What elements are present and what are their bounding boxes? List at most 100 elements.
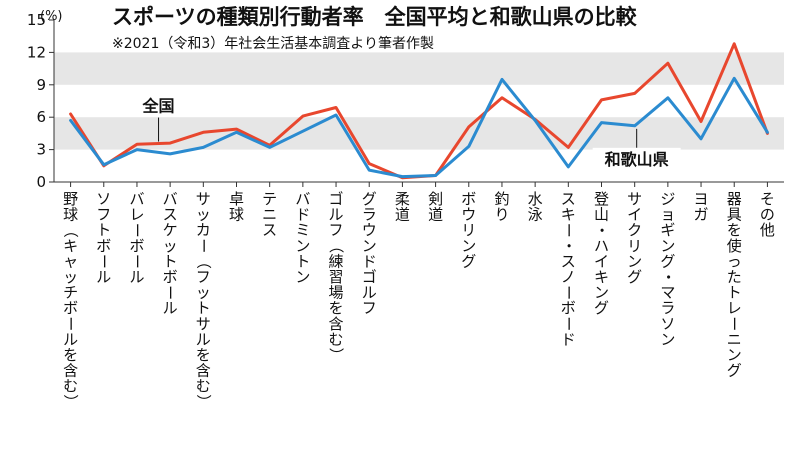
x-tick-glyph: ・ (559, 238, 577, 253)
x-tick-glyph: 登 (594, 190, 609, 208)
x-tick-glyph: キ (561, 206, 576, 224)
x-tick-glyph: ー (95, 254, 113, 269)
x-tick-glyph: ャ (63, 252, 78, 270)
x-tick-glyph: リ (627, 237, 642, 255)
series-line-1 (69, 76, 769, 179)
x-tick-glyph: ー (725, 316, 743, 331)
x-tick-glyph: サ (627, 190, 642, 208)
x-tick-label: テニス (262, 190, 277, 239)
x-tick-glyph: ー (559, 316, 577, 331)
x-tick-label: 釣り (494, 190, 509, 224)
x-tick-glyph: バ (163, 190, 178, 208)
series-lines (69, 42, 769, 180)
x-tick-glyph: レ (727, 299, 742, 317)
x-tick-glyph: ソ (660, 315, 675, 333)
x-tick-glyph: ト (295, 252, 310, 270)
x-tick-glyph: 釣 (494, 190, 509, 208)
series-label: 全国 (142, 97, 175, 116)
x-tick-labels: 野球（キャッチボールを含む）ソフトボールバレーボールバスケットボールサッカー（フ… (62, 190, 775, 409)
x-tick-glyph: グ (627, 268, 642, 286)
x-tick-glyph: ッ (163, 237, 178, 255)
x-tick-label: 卓球 (229, 190, 244, 224)
x-tick-glyph: カ (196, 221, 211, 239)
x-tick-glyph: ボ (561, 299, 576, 317)
x-tick-glyph: ボ (129, 237, 144, 255)
x-tick-glyph: ル (129, 268, 144, 286)
x-tick-glyph: ー (194, 238, 212, 253)
x-tick-glyph: ス (561, 190, 576, 208)
x-tick-glyph: 含 (329, 315, 344, 333)
x-tick-glyph: グ (660, 252, 675, 270)
series-label-bg (592, 147, 681, 170)
grid-band-1 (54, 52, 784, 85)
x-tick-glyph: ・ (659, 269, 677, 284)
x-tick-glyph: 泳 (528, 206, 543, 224)
x-tick-label: ヨガ (694, 190, 709, 224)
x-tick-glyph: ラ (362, 206, 377, 224)
x-tick-glyph: サ (196, 315, 211, 333)
x-tick-glyph: ン (461, 237, 476, 255)
x-tick-glyph: を (63, 346, 78, 364)
x-tick-glyph: ・ (593, 223, 611, 238)
y-tick-label: 0 (36, 173, 46, 191)
x-tick-glyph: ッ (196, 284, 211, 302)
x-tick-glyph: ト (96, 221, 111, 239)
x-tick-glyph: ー (559, 223, 577, 238)
y-tick-labels: 0 3 6 9 12 15 (27, 11, 46, 191)
x-tick-glyph: ド (295, 206, 310, 224)
x-tick-glyph: を (196, 346, 211, 364)
x-tick-glyph: 習 (329, 268, 344, 286)
x-tick-glyph: 球 (63, 206, 78, 224)
x-tick-glyph: ー (128, 223, 146, 238)
x-tick-glyph: バ (129, 190, 144, 208)
x-tick-glyph: ニ (727, 330, 742, 348)
x-tick-label: 剣道 (428, 190, 443, 224)
x-tick-glyph: 剣 (428, 190, 443, 208)
x-tick-glyph: バ (295, 190, 310, 208)
x-tick-glyph: ン (660, 330, 675, 348)
x-tick-glyph: ボ (461, 190, 476, 208)
x-tick-glyph: グ (461, 252, 476, 270)
x-tick-glyph: そ (760, 190, 775, 208)
x-tick-glyph: ル (329, 206, 344, 224)
x-tick-glyph: フ (96, 206, 111, 224)
x-tick-glyph: キ (594, 268, 609, 286)
axes (49, 19, 784, 187)
x-tick-glyph: レ (129, 206, 144, 224)
x-tick-glyph: っ (727, 252, 742, 270)
x-tick-glyph: ボ (63, 299, 78, 317)
x-tick-glyph: ス (262, 221, 277, 239)
x-tick-glyph: フ (196, 268, 211, 286)
x-tick-glyph: ル (196, 330, 211, 348)
x-tick-glyph: 水 (528, 190, 543, 208)
x-tick-glyph: 具 (727, 206, 742, 224)
x-tick-glyph: サ (196, 190, 211, 208)
x-tick-glyph: リ (461, 221, 476, 239)
x-tick-glyph: 球 (229, 206, 244, 224)
x-tick-glyph: ボ (96, 237, 111, 255)
x-tick-glyph: フ (362, 299, 377, 317)
x-tick-glyph: ル (96, 268, 111, 286)
x-tick-glyph: ク (627, 221, 642, 239)
x-tick-glyph: マ (660, 284, 675, 302)
x-tick-glyph: ニ (262, 206, 277, 224)
x-tick-glyph: 含 (63, 362, 78, 380)
x-tick-glyph: ド (362, 252, 377, 270)
x-tick-glyph: ド (561, 330, 576, 348)
x-tick-glyph: フ (329, 221, 344, 239)
x-tick-glyph: （ (194, 254, 212, 269)
x-tick-glyph: む (196, 377, 211, 395)
x-tick-glyph: ス (561, 252, 576, 270)
x-tick-glyph: む (63, 377, 78, 395)
x-tick-glyph: ー (62, 316, 80, 331)
